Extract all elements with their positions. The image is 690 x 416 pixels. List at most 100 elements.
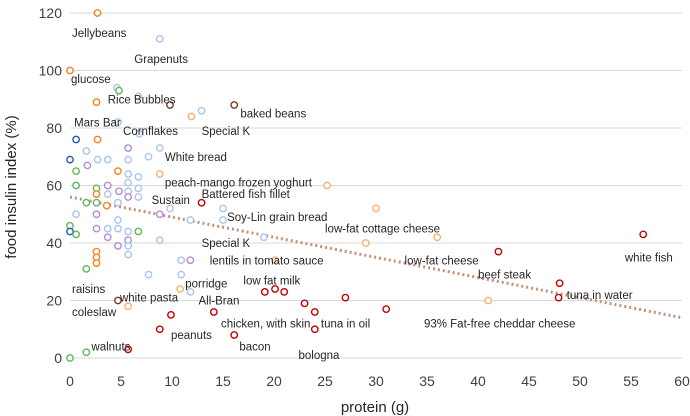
data-point bbox=[124, 170, 133, 178]
data-point bbox=[92, 210, 101, 219]
data-point bbox=[93, 155, 102, 164]
data-point bbox=[66, 155, 74, 164]
point-annotations: Jellybeans Grapenuts glucose Rice Bubbles Ma… bbox=[71, 28, 673, 362]
point-label: Grapenuts bbox=[134, 54, 188, 66]
data-point bbox=[494, 247, 503, 256]
data-point bbox=[155, 144, 164, 153]
trendline-layer bbox=[69, 195, 683, 320]
point-label: Battered fish fillet bbox=[202, 189, 291, 201]
data-point bbox=[177, 256, 186, 265]
x-tick-label: 20 bbox=[266, 373, 282, 389]
data-point bbox=[66, 354, 74, 362]
data-point bbox=[103, 190, 112, 199]
data-point bbox=[114, 224, 122, 233]
point-label: Soy-Lin grain bread bbox=[227, 212, 327, 224]
data-point bbox=[310, 325, 319, 334]
data-point bbox=[103, 233, 112, 242]
point-label: Special K bbox=[202, 238, 251, 250]
data-point bbox=[259, 233, 268, 242]
point-label: Jellybeans bbox=[72, 28, 127, 40]
point-label: raisins bbox=[72, 284, 105, 296]
data-point bbox=[83, 161, 92, 170]
point-label: White bread bbox=[165, 152, 227, 164]
data-point bbox=[92, 224, 101, 233]
data-point bbox=[103, 181, 112, 190]
point-label: low-fat cheese bbox=[405, 255, 479, 267]
y-tick-label: 120 bbox=[39, 5, 63, 21]
data-point bbox=[124, 241, 133, 250]
data-point bbox=[124, 155, 133, 164]
point-label: All-Bran bbox=[199, 296, 240, 308]
data-point bbox=[280, 287, 289, 296]
x-tick-label: 35 bbox=[419, 373, 435, 389]
x-tick-label: 25 bbox=[317, 373, 333, 389]
data-point bbox=[114, 296, 122, 305]
data-point bbox=[155, 34, 164, 43]
data-point bbox=[166, 204, 174, 213]
data-point bbox=[166, 101, 174, 109]
data-point bbox=[135, 129, 144, 138]
data-point bbox=[93, 9, 102, 17]
data-point bbox=[134, 184, 143, 193]
point-label: Cornflakes bbox=[123, 126, 178, 138]
point-label: low fat milk bbox=[243, 275, 300, 287]
data-point bbox=[155, 325, 164, 334]
data-point bbox=[134, 193, 143, 201]
data-point bbox=[186, 216, 195, 224]
data-point bbox=[103, 224, 112, 233]
data-point bbox=[92, 190, 101, 199]
point-label: Sustain bbox=[152, 195, 190, 207]
data-point bbox=[372, 204, 380, 213]
data-point bbox=[271, 256, 279, 265]
data-point bbox=[66, 227, 74, 236]
y-tick-label: 20 bbox=[46, 293, 62, 309]
data-point bbox=[82, 264, 91, 273]
y-axis-title: food insulin index (%) bbox=[3, 115, 20, 258]
data-point bbox=[167, 310, 175, 319]
data-point bbox=[102, 201, 111, 210]
x-tick-label: 0 bbox=[66, 373, 74, 389]
x-tick-label: 40 bbox=[470, 373, 486, 389]
point-label: lentils in tomato sauce bbox=[210, 255, 324, 267]
data-point bbox=[124, 345, 133, 354]
data-point bbox=[155, 170, 164, 178]
point-label: bacon bbox=[239, 342, 270, 354]
y-tick-label: 0 bbox=[54, 350, 62, 366]
data-point bbox=[484, 296, 493, 305]
data-point bbox=[115, 86, 123, 95]
data-point bbox=[66, 66, 74, 75]
point-label: glucose bbox=[71, 74, 111, 86]
y-axis-ticks: 0 20 40 60 80 100 120 bbox=[39, 5, 63, 366]
point-label: beef steak bbox=[478, 270, 531, 282]
data-point bbox=[114, 167, 122, 176]
data-point bbox=[219, 204, 227, 213]
x-tick-label: 5 bbox=[117, 373, 125, 389]
point-label: baked beans bbox=[240, 109, 306, 121]
point-label: walnuts bbox=[90, 342, 130, 354]
data-point bbox=[124, 227, 133, 236]
data-point bbox=[114, 198, 122, 207]
data-point bbox=[186, 287, 195, 296]
point-label: tuna in water bbox=[567, 290, 633, 302]
data-point bbox=[93, 135, 102, 144]
data-point bbox=[361, 239, 370, 247]
data-point bbox=[341, 293, 350, 302]
data-point bbox=[115, 187, 123, 196]
data-point bbox=[187, 112, 196, 121]
data-point bbox=[82, 348, 91, 357]
x-axis-title: protein (g) bbox=[341, 399, 409, 416]
data-points bbox=[66, 9, 648, 362]
x-tick-label: 50 bbox=[572, 373, 588, 389]
y-tick-label: 80 bbox=[46, 120, 62, 136]
data-point bbox=[72, 230, 81, 239]
point-label: peach-mango frozen yoghurt bbox=[165, 178, 313, 190]
point-label: Mars Bar bbox=[74, 117, 121, 129]
data-point bbox=[310, 308, 319, 316]
data-point bbox=[219, 216, 227, 224]
data-point bbox=[72, 181, 81, 190]
data-point bbox=[114, 118, 122, 127]
data-point bbox=[176, 285, 185, 293]
x-tick-label: 30 bbox=[368, 373, 384, 389]
data-point bbox=[300, 299, 309, 308]
